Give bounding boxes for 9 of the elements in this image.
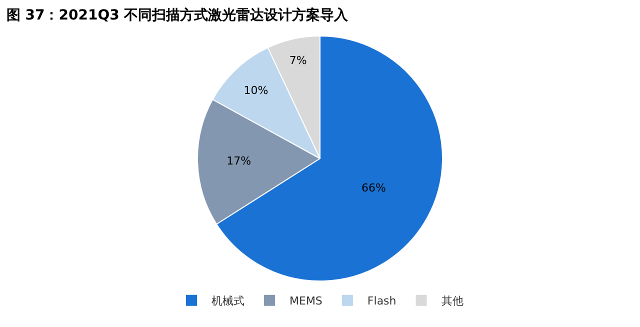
chart-title: 图 37：2021Q3 不同扫描方式激光雷达设计方案导入	[6, 6, 350, 24]
data-label: 17%	[226, 154, 252, 168]
legend-label: 其他	[441, 294, 464, 308]
data-label: 7%	[289, 54, 307, 67]
legend-label: Flash	[367, 294, 396, 308]
legend-label: MEMS	[290, 294, 322, 308]
data-label: 66%	[361, 182, 386, 195]
legend-label: 机械式	[212, 294, 244, 308]
data-label: 10%	[244, 84, 268, 97]
